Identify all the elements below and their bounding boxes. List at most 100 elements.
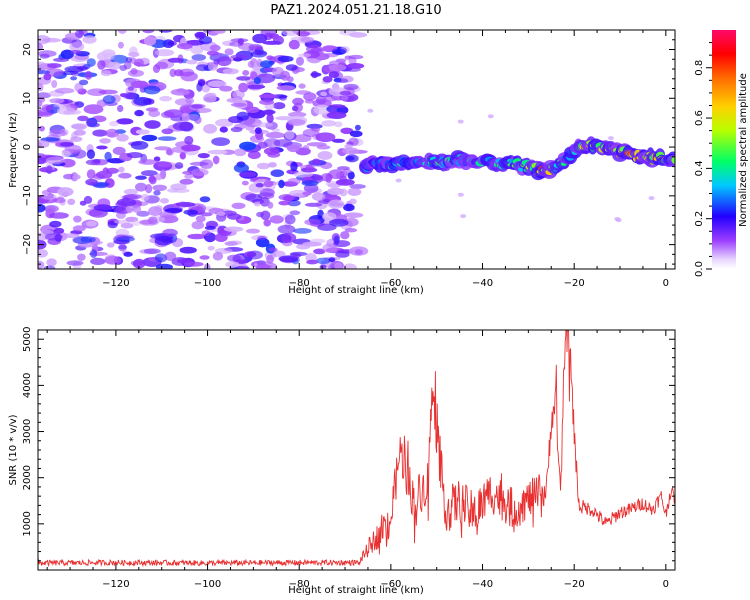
noise-blob (61, 150, 71, 158)
noise-blob (291, 105, 299, 112)
noise-blob (263, 147, 280, 155)
noise-blob (241, 180, 249, 186)
noise-blob (184, 174, 194, 179)
noise-blob (190, 45, 204, 55)
noise-blob (73, 236, 92, 244)
noise-blob (135, 182, 147, 192)
noise-blob (179, 178, 194, 185)
noise-blob (99, 138, 111, 144)
noise-blob (195, 64, 210, 72)
noise-blob (304, 99, 314, 104)
noise-blob (135, 129, 150, 135)
noise-blob (322, 76, 333, 83)
noise-blob (145, 184, 153, 194)
noise-blob (302, 191, 312, 196)
noise-blob (304, 202, 323, 207)
y-tick-label: 3000 (22, 419, 33, 444)
colorbar: 0.0 0.2 0.4 0.6 0.8 Normalized spectral ampl… (694, 30, 749, 277)
noise-blob (141, 134, 158, 142)
noise-blob (290, 161, 298, 172)
noise-blob (259, 93, 278, 99)
noise-blob (91, 159, 109, 166)
noise-blob (219, 85, 233, 92)
noise-blob (300, 36, 315, 43)
noise-blob (212, 251, 224, 261)
noise-blob (329, 218, 349, 227)
noise-blob (191, 221, 205, 230)
noise-blob (306, 259, 319, 265)
noise-blob (254, 201, 261, 207)
noise-blob (342, 263, 357, 269)
noise-blob (44, 233, 63, 241)
noise-blob (337, 78, 349, 83)
noise-blob (86, 58, 96, 67)
noise-blob (115, 236, 135, 242)
noise-blob (104, 151, 112, 162)
noise-blob (268, 247, 278, 252)
noise-blob (118, 30, 127, 34)
noise-blob (160, 198, 169, 204)
noise-blob (53, 57, 70, 63)
noise-blob (203, 93, 217, 103)
noise-blob (335, 179, 355, 186)
noise-blob (306, 123, 323, 129)
noise-blob (230, 54, 248, 59)
noise-blob (337, 166, 350, 171)
noise-blob (233, 163, 249, 173)
noise-blob (302, 241, 322, 247)
noise-blob (116, 198, 137, 207)
noise-blob (130, 80, 149, 89)
noise-blob (53, 103, 71, 108)
noise-blob (59, 70, 79, 75)
noise-blob (328, 64, 347, 72)
noise-blob (271, 250, 286, 258)
noise-blob (340, 231, 350, 240)
noise-blob (170, 183, 187, 190)
noise-blob (130, 140, 149, 150)
noise-blob (321, 120, 337, 127)
noise-blob (93, 173, 105, 180)
noise-blob (38, 156, 47, 164)
noise-blob (230, 126, 243, 133)
noise-blob (289, 251, 308, 257)
noise-blob (302, 145, 310, 151)
noise-blob (225, 261, 240, 268)
noise-blob (38, 125, 45, 132)
noise-blob (269, 215, 284, 224)
noise-blob (196, 82, 203, 92)
noise-blob (262, 109, 276, 115)
noise-blob (60, 142, 75, 147)
noise-blob (162, 228, 178, 237)
figure-title: PAZ1.2024.051.21.18.G10 (270, 3, 441, 18)
noise-blob (41, 194, 57, 200)
noise-blob (157, 136, 177, 142)
noise-blob (45, 156, 66, 165)
noise-blob (53, 227, 65, 234)
snr-x-ticks: −120 −100 −80 −60 −40 −20 0 (46, 330, 669, 590)
noise-blob (331, 48, 346, 56)
x-tick-label: 0 (663, 278, 669, 289)
noise-blob (143, 85, 161, 95)
noise-blob (333, 235, 340, 245)
noise-blob (213, 58, 220, 65)
noise-blob (73, 215, 82, 223)
noise-blob (85, 118, 97, 127)
noise-blob (328, 71, 340, 78)
y-tick-label: 10 (22, 92, 33, 105)
noise-blob (287, 118, 306, 127)
noise-blob (295, 90, 312, 95)
noise-blob (335, 58, 347, 63)
noise-blob (322, 212, 337, 221)
noise-blob (320, 91, 328, 97)
noise-blob (311, 127, 321, 132)
x-tick-label: −40 (472, 579, 493, 590)
noise-blob (155, 263, 173, 269)
noise-blob (224, 48, 234, 56)
noise-blob (191, 54, 207, 61)
noise-blob (104, 52, 115, 61)
noise-blob (457, 119, 464, 124)
noise-blob (230, 102, 247, 107)
noise-blob (109, 120, 119, 127)
noise-blob (49, 220, 62, 228)
